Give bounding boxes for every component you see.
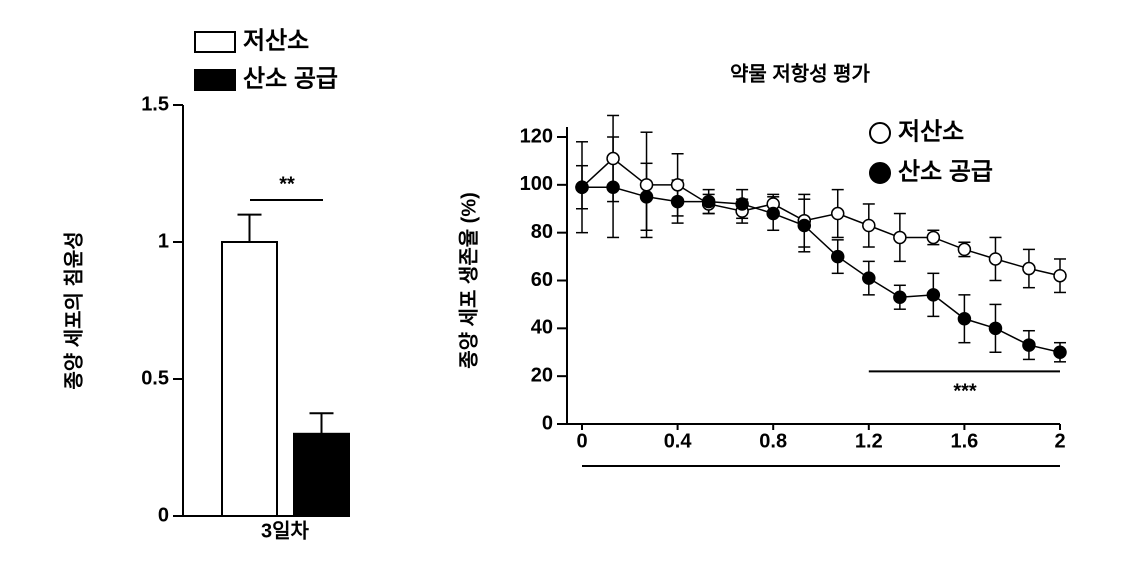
point <box>670 194 685 209</box>
point <box>797 218 812 233</box>
point <box>766 206 780 221</box>
series-line <box>581 157 1061 277</box>
x-tick-label: 2 <box>1054 430 1065 452</box>
x-tick-label: 0.8 <box>759 430 787 452</box>
y-tick-label: 80 <box>531 221 553 243</box>
point <box>606 180 620 194</box>
point <box>1053 268 1067 283</box>
point <box>606 151 620 166</box>
bar <box>293 432 350 517</box>
point <box>862 218 876 233</box>
legend-swatch <box>194 31 236 53</box>
x-tick-label: 0.4 <box>664 430 693 452</box>
point <box>639 190 654 204</box>
legend-label: 저산소 <box>243 27 309 54</box>
y-tick-label: 0.5 <box>141 367 169 389</box>
annotation: *** <box>953 380 977 402</box>
annotation: ** <box>279 173 295 195</box>
x-tick-label: 3일차 <box>261 519 310 542</box>
y-tick-label: 20 <box>531 364 553 386</box>
point <box>1022 261 1036 276</box>
y-axis-label: 종양 세포의 침윤성 <box>62 231 85 389</box>
point <box>639 178 654 192</box>
y-tick-label: 120 <box>520 125 553 147</box>
legend-label: 산소 공급 <box>898 158 993 185</box>
point <box>575 180 589 194</box>
point <box>957 312 972 326</box>
y-tick-label: 1.5 <box>141 93 169 115</box>
legend-marker <box>869 162 891 184</box>
point <box>926 230 941 245</box>
point <box>670 178 685 192</box>
point <box>893 290 907 304</box>
y-tick-label: 0 <box>158 504 169 526</box>
point <box>988 321 1003 336</box>
point <box>1022 338 1036 352</box>
y-tick-label: 1 <box>158 230 169 252</box>
point <box>988 252 1003 266</box>
point <box>830 206 845 221</box>
bar <box>221 241 278 517</box>
y-tick-label: 100 <box>520 173 553 195</box>
y-tick-label: 40 <box>531 317 553 339</box>
point <box>701 194 716 209</box>
point <box>1053 345 1067 359</box>
point <box>926 288 941 302</box>
y-tick-label: 0 <box>542 412 553 434</box>
y-axis-label: 종양 세포 생존율 (%) <box>457 192 480 369</box>
x-tick-label: 0 <box>576 430 587 452</box>
point <box>830 249 845 264</box>
legend-label: 저산소 <box>898 118 964 145</box>
chart-title: 약물 저항성 평가 <box>730 62 871 85</box>
point <box>735 197 749 211</box>
point <box>957 242 972 257</box>
x-tick-label: 1.2 <box>855 430 883 452</box>
legend-marker <box>869 122 891 144</box>
x-tick-label: 1.6 <box>950 430 978 452</box>
y-tick-label: 60 <box>531 269 553 291</box>
legend-swatch <box>194 69 236 91</box>
series-line <box>582 186 1061 353</box>
point <box>893 230 907 245</box>
legend-label: 산소 공급 <box>243 65 338 92</box>
point <box>862 271 876 285</box>
